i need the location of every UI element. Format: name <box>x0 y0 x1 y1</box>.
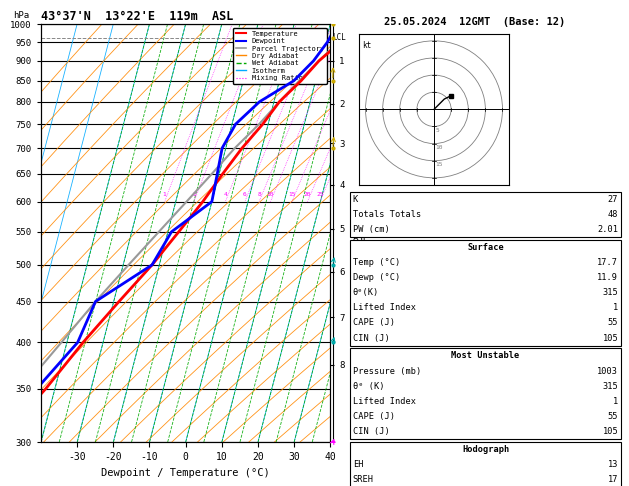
Text: 105: 105 <box>603 333 618 343</box>
Text: Totals Totals: Totals Totals <box>353 210 421 219</box>
Text: 8: 8 <box>257 192 261 197</box>
Text: © weatheronline.co.uk: © weatheronline.co.uk <box>426 474 530 484</box>
Text: 1: 1 <box>613 303 618 312</box>
Text: 17: 17 <box>608 475 618 484</box>
Text: θᵉ (K): θᵉ (K) <box>353 382 384 391</box>
Text: 2: 2 <box>192 192 196 197</box>
Text: 55: 55 <box>608 318 618 328</box>
Text: θᵉ(K): θᵉ(K) <box>353 288 379 297</box>
Text: 25.05.2024  12GMT  (Base: 12): 25.05.2024 12GMT (Base: 12) <box>384 17 565 27</box>
Text: Temp (°C): Temp (°C) <box>353 258 400 267</box>
Text: 27: 27 <box>608 195 618 204</box>
Text: hPa: hPa <box>13 11 30 20</box>
Text: Lifted Index: Lifted Index <box>353 303 416 312</box>
Text: 1: 1 <box>163 192 167 197</box>
Text: 2.01: 2.01 <box>598 225 618 234</box>
Text: 11.9: 11.9 <box>598 273 618 282</box>
Text: 13: 13 <box>608 460 618 469</box>
Text: EH: EH <box>353 460 364 469</box>
Text: CIN (J): CIN (J) <box>353 427 389 436</box>
Text: Dewp (°C): Dewp (°C) <box>353 273 400 282</box>
Text: 1: 1 <box>613 397 618 406</box>
Text: 55: 55 <box>608 412 618 421</box>
Text: 43°37'N  13°22'E  119m  ASL: 43°37'N 13°22'E 119m ASL <box>41 10 233 23</box>
Text: 20: 20 <box>304 192 311 197</box>
Text: 315: 315 <box>603 382 618 391</box>
Text: 48: 48 <box>608 210 618 219</box>
Text: 10: 10 <box>436 145 443 150</box>
Text: 5: 5 <box>436 128 440 133</box>
Text: Pressure (mb): Pressure (mb) <box>353 366 421 376</box>
Text: Hodograph: Hodograph <box>462 445 509 454</box>
X-axis label: Dewpoint / Temperature (°C): Dewpoint / Temperature (°C) <box>101 468 270 478</box>
Text: Lifted Index: Lifted Index <box>353 397 416 406</box>
Text: CAPE (J): CAPE (J) <box>353 318 395 328</box>
Text: LCL: LCL <box>332 33 346 42</box>
Text: PW (cm): PW (cm) <box>353 225 389 234</box>
Y-axis label: km
ASL: km ASL <box>353 224 369 243</box>
Text: Surface: Surface <box>467 243 504 252</box>
Text: kt: kt <box>362 41 371 50</box>
Text: 1003: 1003 <box>598 366 618 376</box>
Text: 15: 15 <box>288 192 296 197</box>
Text: 6: 6 <box>243 192 247 197</box>
Text: 10: 10 <box>267 192 274 197</box>
Text: CIN (J): CIN (J) <box>353 333 389 343</box>
Text: 105: 105 <box>603 427 618 436</box>
Text: CAPE (J): CAPE (J) <box>353 412 395 421</box>
Text: 25: 25 <box>316 192 324 197</box>
Text: 15: 15 <box>436 162 443 167</box>
Text: SREH: SREH <box>353 475 374 484</box>
Text: 315: 315 <box>603 288 618 297</box>
Text: K: K <box>353 195 358 204</box>
Legend: Temperature, Dewpoint, Parcel Trajectory, Dry Adiabat, Wet Adiabat, Isotherm, Mi: Temperature, Dewpoint, Parcel Trajectory… <box>233 28 326 84</box>
Text: 17.7: 17.7 <box>598 258 618 267</box>
Text: 4: 4 <box>223 192 227 197</box>
Text: Most Unstable: Most Unstable <box>452 351 520 361</box>
